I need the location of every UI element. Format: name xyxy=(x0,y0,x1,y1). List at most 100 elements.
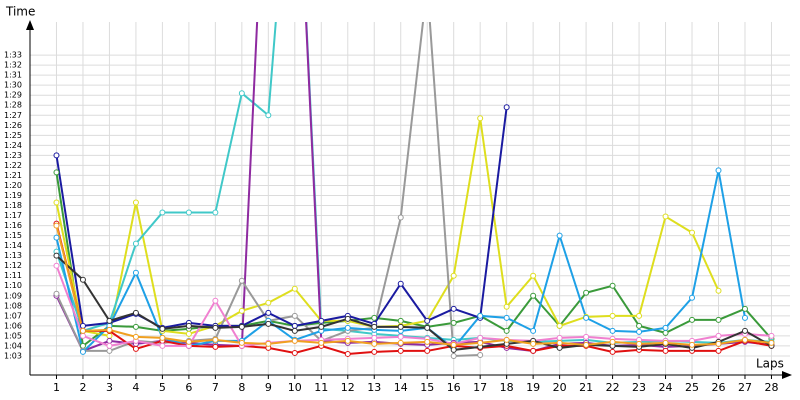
y-tick-label: 1:03 xyxy=(4,351,22,360)
x-tick-label: 5 xyxy=(159,381,166,394)
data-point xyxy=(715,340,722,347)
plot-area xyxy=(53,22,775,359)
data-point xyxy=(238,323,245,330)
data-point xyxy=(318,323,325,330)
x-tick-label: 20 xyxy=(553,381,567,394)
data-point xyxy=(397,339,404,346)
data-point xyxy=(397,323,404,330)
series-line xyxy=(55,22,772,344)
data-point xyxy=(106,332,113,339)
data-point xyxy=(132,333,139,340)
x-tick-label: 7 xyxy=(212,381,219,394)
x-tick-label: 23 xyxy=(632,381,646,394)
data-point xyxy=(212,343,219,350)
y-tick-label: 1:26 xyxy=(4,121,22,130)
data-point xyxy=(556,322,563,329)
y-tick-label: 1:11 xyxy=(4,271,22,280)
data-point xyxy=(503,104,510,111)
y-tick-label: 1:28 xyxy=(4,101,22,110)
data-point xyxy=(79,342,86,349)
data-point xyxy=(503,336,510,343)
data-point xyxy=(556,339,563,346)
y-tick-label: 1:04 xyxy=(4,341,22,350)
y-tick-label: 1:33 xyxy=(4,51,22,60)
data-point xyxy=(265,340,272,347)
x-axis-arrow xyxy=(782,371,792,379)
data-point xyxy=(291,312,298,319)
x-tick-label: 25 xyxy=(685,381,699,394)
y-tick-label: 1:25 xyxy=(4,131,22,140)
data-point xyxy=(583,341,590,348)
data-point xyxy=(159,334,166,341)
y-tick-label: 1:16 xyxy=(4,221,22,230)
data-point xyxy=(53,252,60,259)
data-point xyxy=(371,323,378,330)
data-point xyxy=(371,348,378,355)
data-point xyxy=(609,348,616,355)
data-point xyxy=(689,229,696,236)
series-line xyxy=(55,107,508,329)
data-point xyxy=(132,345,139,352)
data-point xyxy=(344,350,351,357)
data-point xyxy=(132,309,139,316)
data-point xyxy=(715,167,722,174)
data-point xyxy=(556,232,563,239)
data-point xyxy=(530,347,537,354)
data-point xyxy=(79,322,86,329)
y-tick-label: 1:14 xyxy=(4,241,22,250)
data-point xyxy=(185,330,192,337)
y-tick-label: 1:23 xyxy=(4,151,22,160)
data-point xyxy=(265,299,272,306)
data-point xyxy=(662,339,669,346)
x-tick-label: 28 xyxy=(764,381,778,394)
data-point xyxy=(132,199,139,206)
data-point xyxy=(662,213,669,220)
data-point xyxy=(238,277,245,284)
data-point xyxy=(741,327,748,334)
y-tick-label: 1:07 xyxy=(4,311,22,320)
data-point xyxy=(185,322,192,329)
data-point xyxy=(397,347,404,354)
data-point xyxy=(212,324,219,331)
data-point xyxy=(185,338,192,345)
data-point xyxy=(424,317,431,324)
data-point xyxy=(159,342,166,349)
data-point xyxy=(53,169,60,176)
data-point xyxy=(715,332,722,339)
data-point xyxy=(477,339,484,346)
data-point xyxy=(715,347,722,354)
data-point xyxy=(424,347,431,354)
x-tick-label: 14 xyxy=(394,381,408,394)
data-point xyxy=(583,289,590,296)
y-tick-label: 1:05 xyxy=(4,331,22,340)
x-tick-label: 1 xyxy=(53,381,60,394)
data-point xyxy=(212,209,219,216)
data-point xyxy=(132,240,139,247)
data-point xyxy=(397,280,404,287)
y-tick-label: 1:32 xyxy=(4,61,22,70)
x-tick-label: 4 xyxy=(132,381,139,394)
data-point xyxy=(424,338,431,345)
data-point xyxy=(371,340,378,347)
data-point xyxy=(609,312,616,319)
data-point xyxy=(53,222,60,229)
y-tick-label: 1:13 xyxy=(4,251,22,260)
x-tick-label: 19 xyxy=(526,381,540,394)
data-point xyxy=(768,332,775,339)
data-point xyxy=(450,352,457,359)
data-point xyxy=(689,341,696,348)
y-axis-title: Time xyxy=(5,5,35,19)
data-point xyxy=(318,339,325,346)
data-point xyxy=(291,337,298,344)
data-point xyxy=(741,314,748,321)
y-tick-label: 1:24 xyxy=(4,141,22,150)
data-point xyxy=(106,337,113,344)
y-tick-label: 1:10 xyxy=(4,281,22,290)
data-point xyxy=(106,326,113,333)
data-point xyxy=(424,324,431,331)
data-point xyxy=(503,303,510,310)
y-tick-label: 1:17 xyxy=(4,211,22,220)
data-point xyxy=(291,285,298,292)
data-point xyxy=(397,317,404,324)
